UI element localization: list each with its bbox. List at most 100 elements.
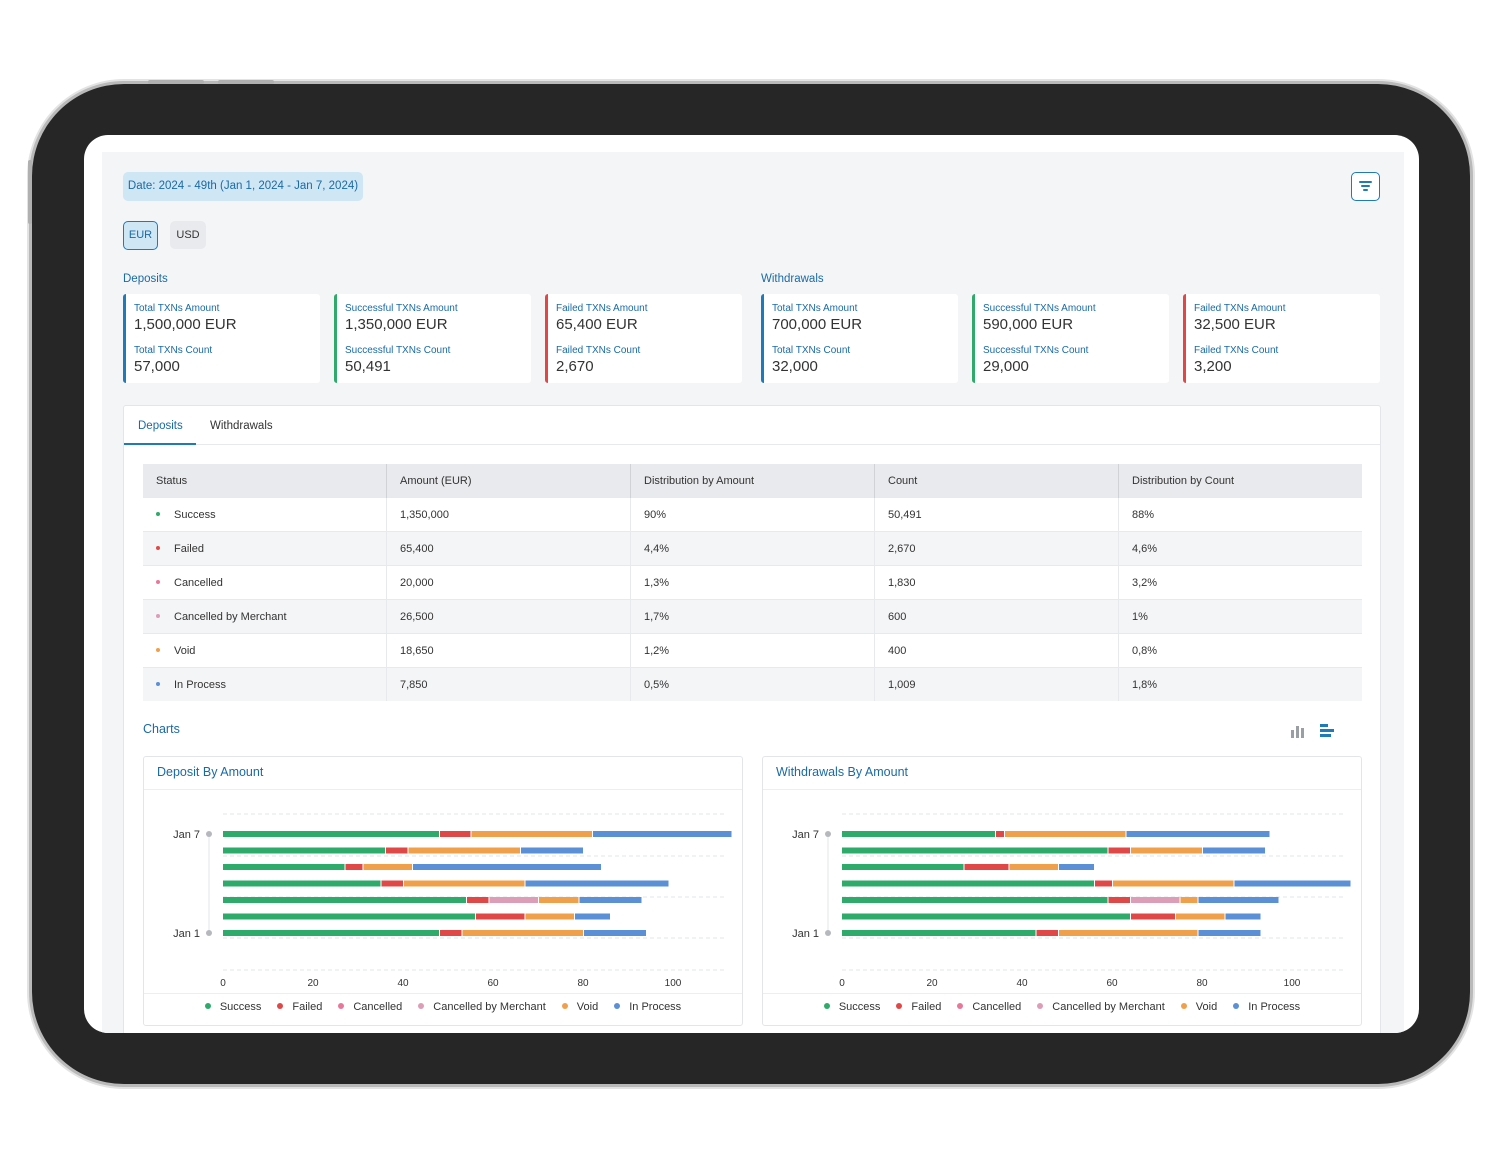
bar-segment-void[interactable] [1009, 864, 1059, 870]
bar-segment-failed[interactable] [440, 930, 462, 936]
bar-segment-in-process[interactable] [1198, 897, 1279, 903]
bar-segment-success[interactable] [223, 847, 385, 854]
bar-segment-failed[interactable] [1108, 847, 1131, 854]
chart-card-deposits: Deposit By Amount Jan 7 Jan 1 0 20 40 60 80 100… [143, 756, 743, 1026]
bar-segment-success[interactable] [223, 930, 439, 936]
bar-segment-success[interactable] [223, 913, 475, 920]
withdrawals-by-amount-chart: Jan 7 Jan 1 0 20 40 60 80 100 [792, 813, 1351, 989]
bar-segment-in-process[interactable] [1059, 864, 1094, 870]
bar-segment-failed[interactable] [381, 880, 404, 887]
horizontal-bar-chart-icon[interactable] [1319, 724, 1335, 738]
bar-segment-failed[interactable] [1131, 913, 1175, 920]
amount-cell: 1,350,000 [386, 497, 631, 532]
tab-withdrawals[interactable]: Withdrawals [210, 420, 273, 432]
date-range-chip[interactable]: Date: 2024 - 49th (Jan 1, 2024 - Jan 7, … [123, 172, 363, 201]
legend-item-in-process[interactable]: In Process [1233, 1001, 1300, 1013]
bar-segment-success[interactable] [842, 897, 1108, 903]
bar-segment-failed[interactable] [964, 864, 1009, 870]
vertical-bar-chart-icon[interactable] [1290, 724, 1306, 738]
bar-segment-void[interactable] [471, 831, 593, 837]
bar-segment-success[interactable] [842, 913, 1130, 920]
bar-segment-in-process[interactable] [593, 831, 732, 837]
bar-segment-void[interactable] [1131, 847, 1202, 854]
chart-legend: Success Failed Cancelled Cancelled by Merch… [144, 1001, 742, 1013]
bar-segment-failed[interactable] [1108, 897, 1131, 903]
legend-item-success[interactable]: Success [823, 1001, 880, 1013]
legend-item-cancelled[interactable]: Cancelled [338, 1001, 402, 1013]
bar-segment-success[interactable] [223, 831, 439, 837]
legend-item-void[interactable]: Void [561, 1001, 598, 1013]
bar-segment-void[interactable] [1005, 831, 1126, 837]
bar-segment-in-process[interactable] [525, 880, 669, 887]
bar-segment-in-process[interactable] [1203, 847, 1265, 854]
legend-item-cancelled-by-merchant[interactable]: Cancelled by Merchant [1037, 1001, 1165, 1013]
x-tick-label: 100 [1284, 978, 1301, 989]
bar-segment-void[interactable] [408, 847, 521, 854]
bar-segment-in-process[interactable] [1234, 880, 1351, 887]
legend-item-in-process[interactable]: In Process [614, 1001, 681, 1013]
tab-deposits[interactable]: Deposits [138, 420, 183, 432]
bar-segment-failed[interactable] [386, 847, 408, 854]
legend-item-failed[interactable]: Failed [277, 1001, 322, 1013]
bar-segment-in-process[interactable] [575, 913, 610, 920]
legend-item-failed[interactable]: Failed [896, 1001, 941, 1013]
tabs-divider [124, 444, 1380, 445]
bar-segment-in-process[interactable] [584, 930, 646, 936]
distribution-count-cell: 0,8% [1118, 633, 1362, 668]
bar-segment-in-process[interactable] [521, 847, 583, 854]
status-cell: Failed [143, 531, 387, 566]
bar-segment-success[interactable] [842, 831, 995, 837]
bar-segment-in-process[interactable] [1126, 831, 1270, 837]
x-tick-label: 80 [1196, 978, 1208, 989]
bar-segment-success[interactable] [223, 880, 381, 887]
bar-segment-failed[interactable] [476, 913, 525, 920]
bar-segment-void[interactable] [1180, 897, 1198, 903]
legend-item-success[interactable]: Success [204, 1001, 261, 1013]
bar-segment-in-process[interactable] [413, 864, 601, 870]
column-header-status[interactable]: Status [143, 464, 387, 498]
filter-button[interactable] [1351, 172, 1380, 201]
currency-usd-button[interactable]: USD [170, 221, 206, 249]
bar-segment-failed[interactable] [467, 897, 489, 903]
bar-segment-success[interactable] [842, 864, 964, 870]
bar-segment-success[interactable] [223, 897, 466, 903]
bar-segment-in-process[interactable] [1198, 930, 1261, 936]
deposits-section-title: Deposits [123, 273, 168, 285]
bar-segment-failed[interactable] [996, 831, 1004, 837]
bar-segment-success[interactable] [223, 864, 345, 870]
column-header-distribution-count[interactable]: Distribution by Count [1118, 464, 1362, 498]
bar-segment-void[interactable] [404, 880, 525, 887]
legend-item-cancelled-by-merchant[interactable]: Cancelled by Merchant [418, 1001, 546, 1013]
bar-segment-void[interactable] [462, 930, 584, 936]
bar-segment-success[interactable] [842, 847, 1108, 854]
column-header-count[interactable]: Count [874, 464, 1119, 498]
legend-label: In Process [629, 1001, 682, 1013]
bar-segment-cancelled-by-merchant[interactable] [489, 897, 539, 903]
kpi-card-withdrawals-total: Total TXNs Amount 700,000 EUR Total TXNs… [761, 294, 958, 383]
bar-segment-success[interactable] [842, 880, 1094, 887]
bar-segment-void[interactable] [539, 897, 579, 903]
bar-segment-cancelled-by-merchant[interactable] [1131, 897, 1180, 903]
column-header-distribution-amount[interactable]: Distribution by Amount [630, 464, 875, 498]
filter-icon-line-3 [1363, 189, 1368, 191]
bar-segment-failed[interactable] [345, 864, 363, 870]
bar-segment-failed[interactable] [440, 831, 471, 837]
dashboard: Date: 2024 - 49th (Jan 1, 2024 - Jan 7, … [102, 152, 1404, 1033]
deposit-by-amount-chart: Jan 7 Jan 1 0 20 40 60 80 100 [173, 813, 732, 989]
bar-segment-in-process[interactable] [1225, 913, 1261, 920]
bar-segment-void[interactable] [1176, 913, 1225, 920]
legend-item-cancelled[interactable]: Cancelled [957, 1001, 1021, 1013]
bar-segment-failed[interactable] [1036, 930, 1059, 936]
kpi-value: 2,670 [556, 358, 594, 375]
bar-segment-void[interactable] [525, 913, 575, 920]
bar-segment-failed[interactable] [1095, 880, 1112, 887]
legend-item-void[interactable]: Void [1180, 1001, 1217, 1013]
y-tick-label: Jan 7 [792, 829, 819, 841]
currency-eur-button[interactable]: EUR [123, 221, 158, 250]
bar-segment-void[interactable] [1059, 930, 1198, 936]
bar-segment-success[interactable] [842, 930, 1036, 936]
bar-segment-void[interactable] [363, 864, 413, 870]
bar-segment-void[interactable] [1113, 880, 1234, 887]
column-header-amount[interactable]: Amount (EUR) [386, 464, 631, 498]
bar-segment-in-process[interactable] [579, 897, 642, 903]
